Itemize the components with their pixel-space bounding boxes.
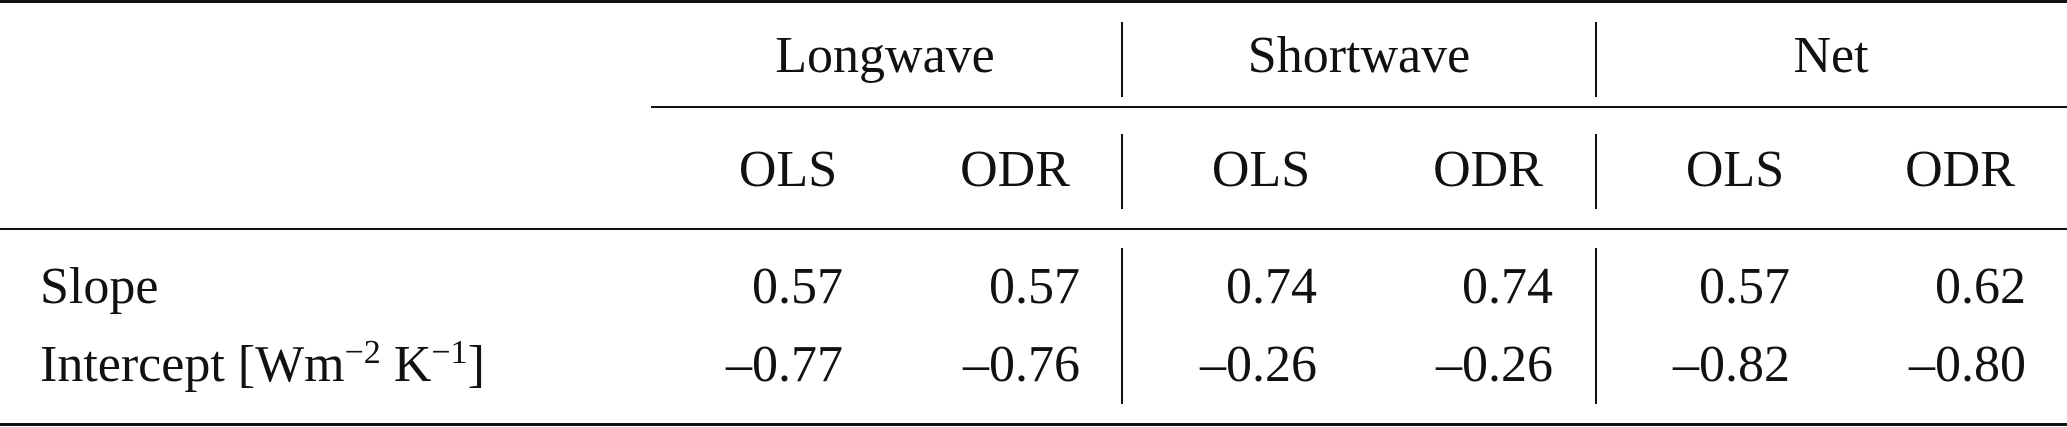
row-label-slope: Slope [40,258,159,315]
subheader-net-odr: ODR [1905,141,2015,198]
group-header-longwave: Longwave [775,27,995,84]
group-underline [651,106,2067,108]
separator-longwave-shortwave-top [1121,22,1123,97]
header-bottom-rule [0,228,2067,230]
separator-shortwave-net-body [1595,248,1597,404]
intercept-label-end: ] [467,336,485,393]
value-intercept-shortwave-ols: –0.26 [1200,336,1317,393]
value-intercept-net-ols: –0.82 [1673,336,1790,393]
top-rule [0,0,2067,3]
value-slope-longwave-ols: 0.57 [752,258,843,315]
row-label-intercept: Intercept [Wm−2 K−1] [40,336,485,393]
intercept-label-sup-1: −2 [344,334,381,371]
separator-shortwave-net-top [1595,22,1597,97]
separator-longwave-shortwave-body [1121,248,1123,404]
bottom-rule [0,423,2067,426]
value-intercept-longwave-ols: –0.77 [726,336,843,393]
group-header-net: Net [1793,27,1869,84]
value-intercept-net-odr: –0.80 [1909,336,2026,393]
subheader-longwave-odr: ODR [960,141,1070,198]
value-intercept-shortwave-odr: –0.26 [1436,336,1553,393]
value-slope-shortwave-odr: 0.74 [1462,258,1553,315]
subheader-net-ols: OLS [1685,141,1785,198]
intercept-label-main: Intercept [Wm [40,336,345,393]
value-slope-net-odr: 0.62 [1935,258,2026,315]
intercept-label-sup-2: −1 [431,334,468,371]
value-slope-shortwave-ols: 0.74 [1226,258,1317,315]
subheader-shortwave-ols: OLS [1211,141,1311,198]
value-slope-longwave-odr: 0.57 [989,258,1080,315]
value-intercept-longwave-odr: –0.76 [963,336,1080,393]
separator-longwave-shortwave-mid [1121,134,1123,209]
value-slope-net-ols: 0.57 [1699,258,1790,315]
separator-shortwave-net-mid [1595,134,1597,209]
subheader-longwave-ols: OLS [738,141,838,198]
intercept-label-mid: K [380,336,432,393]
subheader-shortwave-odr: ODR [1433,141,1543,198]
group-header-shortwave: Shortwave [1247,27,1471,84]
